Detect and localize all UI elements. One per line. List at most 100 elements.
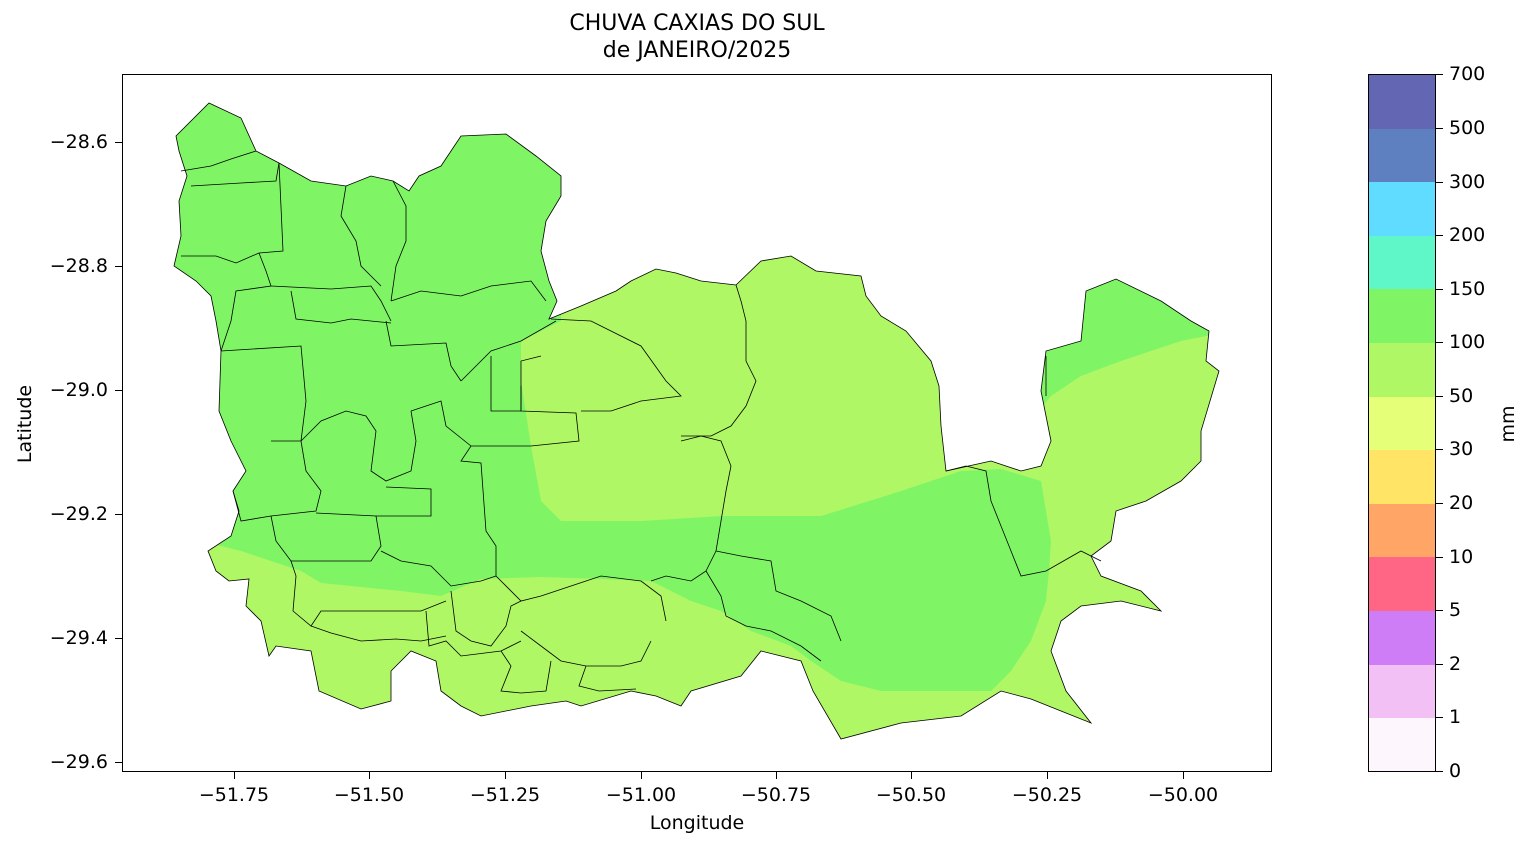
municipal-boundary (220, 252, 272, 352)
y-tick-label: −29.6 (49, 751, 108, 773)
colorbar-tick-mark (1436, 128, 1443, 129)
colorbar-segment (1369, 504, 1435, 557)
rainfall-raster (174, 103, 1219, 739)
map-title: CHUVA CAXIAS DO SUL de JANEIRO/2025 (122, 10, 1272, 64)
y-axis-label: Latitude (14, 384, 36, 464)
x-tick-mark (234, 772, 235, 779)
y-tick-label: −29.4 (49, 627, 108, 649)
colorbar-tick-label: 200 (1449, 224, 1486, 246)
municipal-boundary (578, 665, 637, 692)
colorbar-tick-label: 5 (1449, 599, 1462, 621)
colorbar-tick-label: 0 (1449, 760, 1462, 782)
municipal-boundary (425, 610, 522, 657)
municipal-boundary (460, 445, 497, 576)
municipal-boundary (410, 400, 472, 447)
colorbar-tick-mark (1436, 557, 1443, 558)
x-tick-label: −51.50 (333, 784, 405, 806)
colorbar-tick-label: 300 (1449, 171, 1486, 193)
municipal-boundary (500, 650, 552, 694)
municipal-boundary (385, 320, 462, 382)
municipal-boundary (180, 150, 257, 172)
municipal-boundary (220, 345, 307, 442)
colorbar-segment (1369, 450, 1435, 504)
colorbar-segment (1369, 75, 1435, 129)
colorbar-tick-mark (1436, 235, 1443, 236)
colorbar-tick-mark (1436, 182, 1443, 183)
colorbar-tick-label: 30 (1449, 438, 1474, 460)
municipal-boundary (471, 355, 580, 447)
municipal-boundary (460, 320, 557, 382)
municipal-boundary (181, 162, 284, 264)
municipal-boundary (290, 290, 392, 324)
colorbar-tick-mark (1436, 342, 1443, 343)
colorbar-tick-mark (1436, 610, 1443, 611)
y-tick-label: −29.2 (49, 503, 108, 525)
x-tick-mark (1047, 772, 1048, 779)
colorbar-segment (1369, 718, 1435, 771)
colorbar (1368, 74, 1436, 772)
map-plot-area (122, 74, 1272, 772)
colorbar-segment (1369, 397, 1435, 450)
colorbar-tick-label: 1 (1449, 706, 1462, 728)
municipal-boundary (681, 284, 757, 437)
colorbar-tick-mark (1436, 289, 1443, 290)
colorbar-tick-label: 2 (1449, 653, 1462, 675)
colorbar-tick-mark (1436, 503, 1443, 504)
x-tick-mark (505, 772, 506, 779)
y-tick-mark (115, 762, 122, 763)
colorbar-segment (1369, 129, 1435, 182)
y-tick-mark (115, 514, 122, 515)
municipal-boundary (270, 285, 392, 322)
municipal-boundary (390, 180, 407, 302)
y-tick-label: −29.0 (49, 379, 108, 401)
x-tick-label: −51.75 (198, 784, 270, 806)
municipal-boundary (232, 440, 322, 522)
x-tick-mark (776, 772, 777, 779)
colorbar-segment (1369, 182, 1435, 236)
municipal-boundary (715, 550, 842, 642)
y-tick-mark (115, 142, 122, 143)
municipal-boundary (340, 185, 382, 287)
colorbar-tick-mark (1436, 74, 1443, 75)
municipal-boundary (390, 280, 547, 302)
colorbar-segment (1369, 611, 1435, 665)
municipal-boundary (380, 550, 497, 587)
municipal-boundary (310, 625, 447, 642)
municipal-boundary (450, 590, 522, 647)
y-tick-mark (115, 390, 122, 391)
colorbar-tick-label: 700 (1449, 63, 1486, 85)
y-tick-label: −28.8 (49, 255, 108, 277)
municipal-boundary (300, 410, 417, 482)
colorbar-tick-mark (1436, 664, 1443, 665)
y-tick-mark (115, 638, 122, 639)
colorbar-tick-label: 10 (1449, 546, 1474, 568)
municipal-boundary (190, 162, 280, 187)
colorbar-tick-mark (1436, 771, 1443, 772)
municipal-boundary (495, 575, 667, 622)
colorbar-tick-mark (1436, 449, 1443, 450)
map-title-line1: CHUVA CAXIAS DO SUL (569, 11, 825, 36)
x-tick-label: −50.75 (740, 784, 812, 806)
rainfall-map (173, 102, 1220, 740)
colorbar-unit-label: mm (1497, 405, 1519, 443)
municipal-boundary (270, 512, 382, 562)
colorbar-segment (1369, 343, 1435, 397)
colorbar-tick-mark (1436, 717, 1443, 718)
colorbar-tick-label: 100 (1449, 331, 1486, 353)
colorbar-tick-label: 500 (1449, 117, 1486, 139)
x-tick-mark (369, 772, 370, 779)
municipal-boundary (376, 486, 432, 517)
x-tick-label: −51.25 (469, 784, 541, 806)
municipal-boundary (650, 435, 732, 582)
municipal-boundary (550, 318, 682, 412)
y-tick-label: −28.6 (49, 131, 108, 153)
colorbar-segment (1369, 289, 1435, 343)
municipal-boundary (945, 465, 1102, 577)
x-tick-mark (1183, 772, 1184, 779)
municipal-boundary (705, 570, 822, 662)
colorbar-tick-mark (1436, 396, 1443, 397)
y-tick-mark (115, 266, 122, 267)
x-tick-label: −50.25 (1011, 784, 1083, 806)
colorbar-tick-label: 20 (1449, 492, 1474, 514)
colorbar-tick-label: 150 (1449, 278, 1486, 300)
